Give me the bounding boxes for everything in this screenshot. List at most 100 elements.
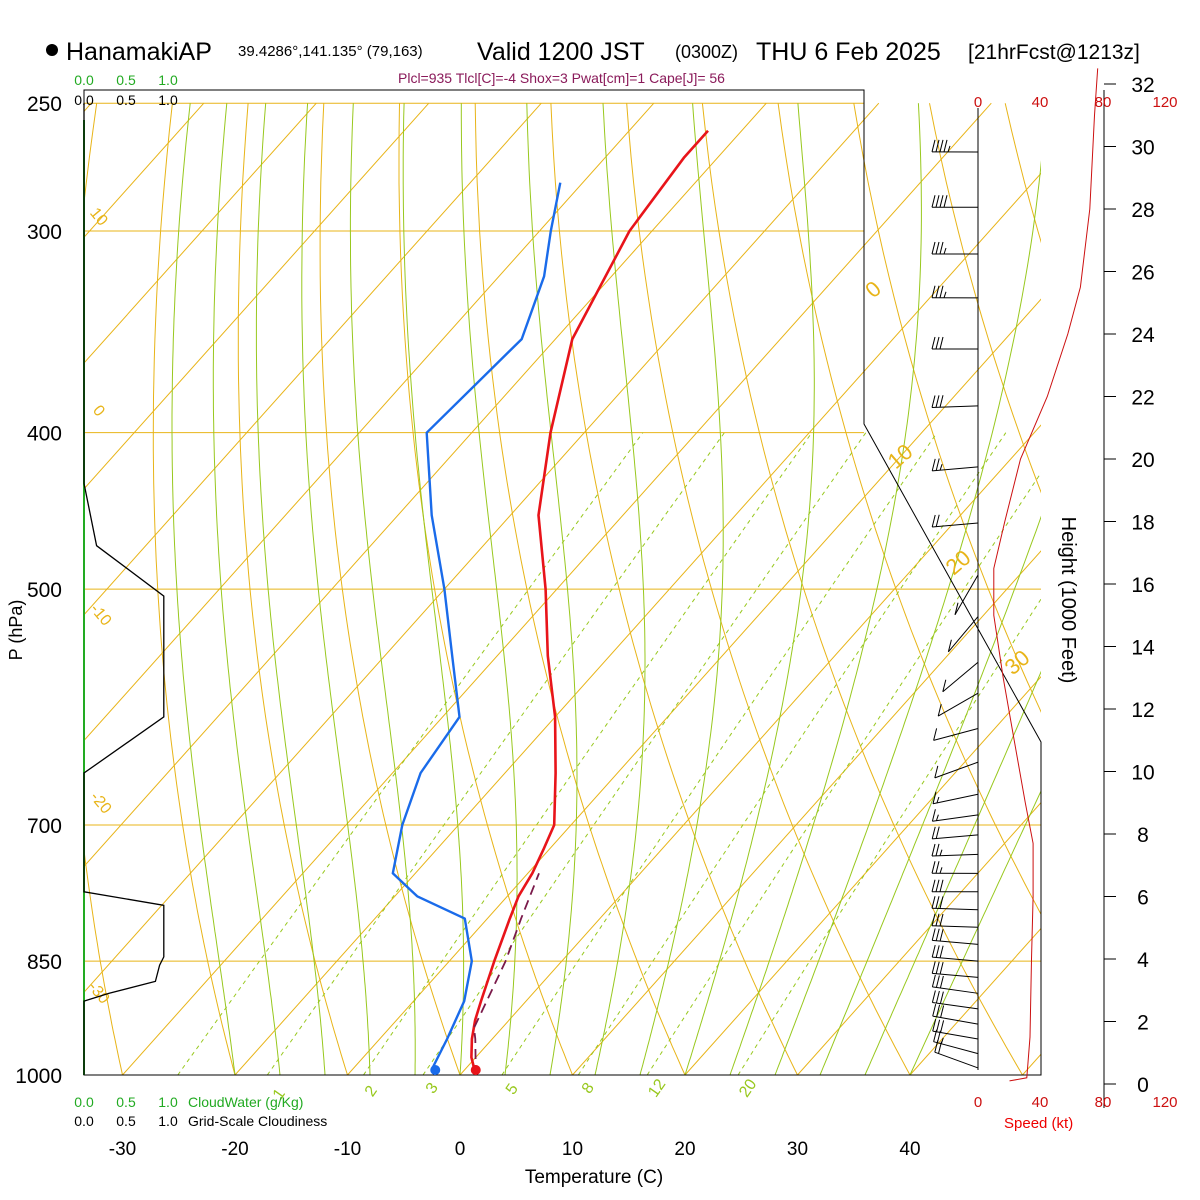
moist-adiabat — [594, 103, 646, 1075]
height-tick: 32 — [1131, 74, 1154, 97]
wind-barb-feather — [939, 945, 944, 958]
isotherm-line — [572, 550, 1041, 1075]
wind-barb-feather — [935, 861, 940, 874]
wind-barb-feather — [935, 879, 940, 892]
wind-barb-feather — [931, 336, 936, 350]
mixing-ratio-line — [577, 432, 1007, 1075]
wind-barb-staff — [932, 986, 979, 994]
wind-barb-feather — [931, 458, 936, 472]
wind-barb-feather — [943, 139, 948, 153]
moist-adiabat — [909, 789, 1041, 1075]
moist-adiabat — [212, 103, 281, 1075]
wind-barb-staff — [932, 814, 979, 822]
dry-adiabat — [319, 103, 461, 1075]
temperature-tick: 40 — [899, 1139, 920, 1160]
moist-adiabat — [684, 103, 815, 1075]
wind-barb-feather — [935, 896, 940, 909]
height-tick: 30 — [1131, 137, 1154, 160]
height-tick: 24 — [1131, 324, 1155, 347]
temperature-tick: 30 — [787, 1139, 808, 1160]
wind-barb-feather — [931, 843, 936, 857]
pressure-tick-300: 300 — [27, 221, 62, 244]
dry-adiabat — [626, 103, 911, 1075]
wind-barb-staff — [932, 522, 979, 528]
cloudiness-profile-line — [83, 103, 165, 1075]
speed-tick-top: 120 — [1152, 94, 1177, 111]
wind-barb-feather — [940, 1020, 945, 1033]
wind-barb-staff — [948, 616, 979, 653]
wind-barb-feather — [939, 139, 944, 153]
cloudiness-tick-top: 0.5 — [116, 92, 136, 108]
moist-adiabat — [171, 103, 236, 1075]
wind-barb-feather — [932, 1018, 937, 1032]
temperature-line — [470, 129, 709, 1075]
wind-barb-feather — [932, 1003, 937, 1017]
wind-barb — [931, 913, 979, 928]
moist-adiabat — [349, 103, 416, 1075]
wind-barb-feather — [931, 285, 936, 298]
height-tick: 2 — [1137, 1012, 1149, 1035]
valid-utc: (0300Z) — [675, 42, 738, 62]
moist-adiabat — [402, 103, 465, 1075]
wind-barb-feather — [931, 195, 936, 208]
wind-barb-staff — [932, 972, 979, 978]
wind-barb — [931, 395, 979, 408]
wind-barb-staff — [934, 761, 979, 779]
mixing-ratio-line — [363, 432, 813, 1075]
wind-barb — [934, 1040, 979, 1069]
temperature-tick: -10 — [334, 1139, 361, 1160]
dry-adiabat — [550, 103, 798, 1075]
wind-barb-feather — [931, 913, 936, 926]
wind-barb — [931, 809, 979, 822]
height-tick: 10 — [1131, 762, 1154, 785]
isotherm-line — [84, 102, 767, 868]
wind-barb-staff — [934, 1051, 979, 1069]
surface-temperature-point — [470, 1065, 481, 1075]
cloudiness-tick-top: 0.0 — [74, 92, 94, 108]
wind-barb — [947, 616, 979, 653]
temperature-tick: -20 — [221, 1139, 248, 1160]
cloudwater-tick-bottom: 0.0 — [74, 1094, 94, 1110]
wind-barb — [931, 990, 979, 1010]
isotherm-label: 20 — [941, 545, 976, 580]
wind-barb-staff — [931, 405, 979, 408]
dry-adiabat — [152, 103, 236, 1075]
cloudwater-tick-top: 0.0 — [74, 72, 94, 88]
wind-barb-feather — [931, 514, 936, 528]
mixing-ratio-line — [266, 432, 725, 1075]
wind-barb-feather — [935, 285, 940, 298]
pressure-tick-850: 850 — [27, 951, 62, 974]
height-tick: 16 — [1131, 574, 1154, 597]
wind-barb-feather — [935, 395, 940, 408]
wind-barb-feather — [935, 336, 940, 350]
background-lines — [84, 102, 1041, 1075]
wind-barb-feather — [931, 974, 936, 988]
wind-barb-feather — [935, 990, 940, 1004]
wind-barb-feather — [935, 928, 940, 941]
wind-barb-half-feather — [936, 796, 940, 804]
moist-adiabat — [460, 103, 518, 1075]
wind-barb — [931, 514, 979, 528]
height-tick: 4 — [1137, 949, 1149, 972]
height-tick: 26 — [1131, 262, 1154, 285]
surface-dewpoint-point — [430, 1065, 441, 1075]
cloudwater-tick-top: 1.0 — [158, 72, 178, 88]
wind-barb-feather — [939, 913, 944, 927]
wind-barb-feather — [931, 879, 936, 892]
wind-barb — [954, 574, 979, 616]
wind-barb — [933, 728, 979, 741]
station-marker-icon — [46, 44, 58, 56]
cloudiness-axis-title: Grid-Scale Cloudiness — [188, 1113, 327, 1129]
isotherm-line — [347, 298, 1041, 1075]
temperature-tick: 0 — [455, 1139, 466, 1160]
wind-barb-feather — [935, 961, 940, 974]
moist-adiabat — [301, 103, 371, 1075]
dry-adiabat — [237, 103, 348, 1075]
mixing-ratio-line — [737, 598, 1041, 1075]
height-tick: 22 — [1131, 387, 1154, 410]
wind-barb-feather — [939, 336, 944, 350]
speed-tick-bottom: 80 — [1095, 1094, 1112, 1111]
moist-adiabat — [255, 103, 326, 1075]
wind-barb-staff — [932, 1015, 979, 1025]
